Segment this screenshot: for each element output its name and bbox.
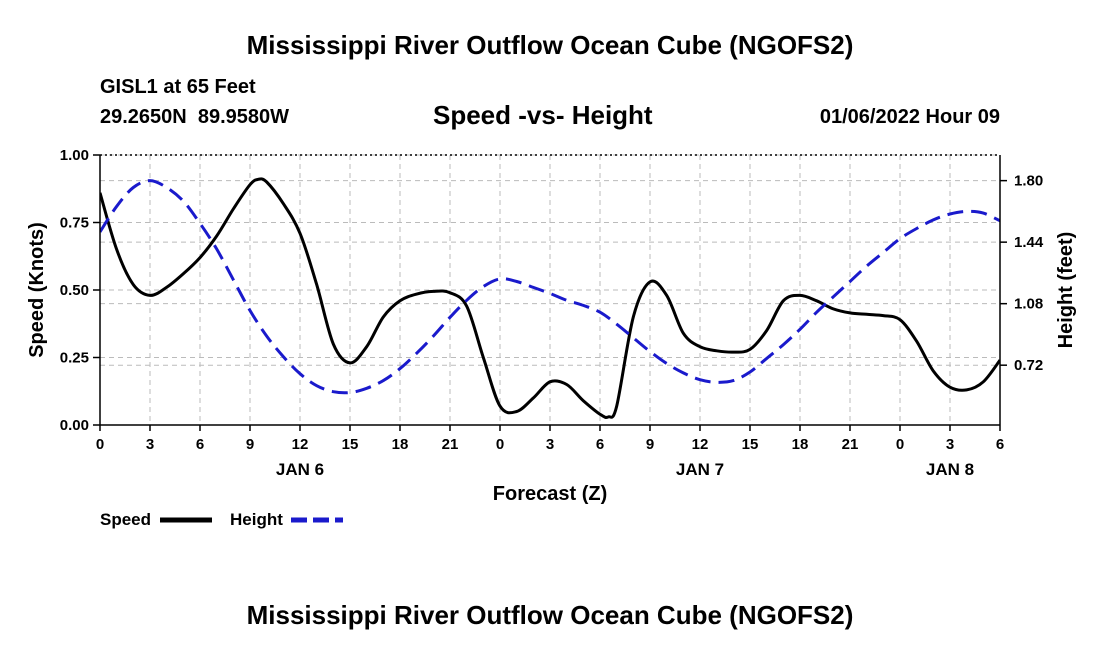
x-tick-label: 3 — [946, 436, 954, 453]
x-tick-label: 15 — [342, 436, 359, 453]
height-series-line — [100, 179, 1000, 395]
y-right-tick-label: 1.80 — [1014, 173, 1043, 190]
x-tick-label: 6 — [596, 436, 604, 453]
x-tick-label: 3 — [146, 436, 154, 453]
x-tick-label: 0 — [896, 436, 904, 453]
forecast-datetime: 01/06/2022 Hour 09 — [819, 106, 1000, 128]
y-tick-label: 0.00 — [60, 417, 89, 434]
y-right-tick-label: 1.08 — [1014, 296, 1043, 313]
x-tick-label: 0 — [96, 436, 104, 453]
x-tick-label: 15 — [742, 436, 759, 453]
date-label: JAN 6 — [276, 460, 324, 479]
chart-subtitle: Speed -vs- Height — [433, 100, 653, 130]
y-right-tick-label: 0.72 — [1014, 357, 1043, 374]
date-label: JAN 7 — [676, 460, 724, 479]
y-tick-label: 0.75 — [60, 215, 89, 232]
x-axis-label: Forecast (Z) — [493, 483, 607, 505]
grid — [99, 154, 1001, 426]
legend: Speed Height — [100, 510, 343, 529]
speed-height-chart: 0 3 6 9 12 15 18 21 0 3 6 9 12 15 18 21 0 3 6 JAN 6 JAN 7 JAN… — [26, 147, 1077, 529]
x-tick-label: 12 — [692, 436, 709, 453]
x-tick-label: 9 — [646, 436, 654, 453]
y-tick-label: 0.50 — [60, 282, 89, 299]
x-tick-label: 18 — [392, 436, 409, 453]
y-tick-label: 0.25 — [60, 350, 89, 367]
y-right-tick-label: 1.44 — [1014, 234, 1044, 251]
page-title: Mississippi River Outflow Ocean Cube (NG… — [246, 30, 854, 60]
x-tick-label: 18 — [792, 436, 809, 453]
y-tick-label: 1.00 — [60, 147, 89, 164]
series-layer — [100, 177, 1000, 419]
station-coordinates: 29.2650N 89.9580W — [100, 106, 290, 128]
y-axis-label: Speed (Knots) — [26, 222, 48, 358]
y-right-axis-label: Height (feet) — [1055, 232, 1077, 349]
speed-series-line — [100, 177, 1000, 419]
axes: 0 3 6 9 12 15 18 21 0 3 6 9 12 15 18 21 0 3 6 JAN 6 JAN 7 JAN… — [26, 147, 1077, 505]
x-tick-label: 6 — [996, 436, 1004, 453]
legend-label-speed: Speed — [100, 510, 151, 529]
x-tick-label: 0 — [496, 436, 504, 453]
x-tick-label: 12 — [292, 436, 309, 453]
x-tick-label: 6 — [196, 436, 204, 453]
x-tick-label: 21 — [842, 436, 859, 453]
footer-title: Mississippi River Outflow Ocean Cube (NG… — [246, 600, 854, 630]
x-tick-label: 21 — [442, 436, 459, 453]
legend-label-height: Height — [230, 510, 283, 529]
station-label: GISL1 at 65 Feet — [100, 76, 256, 98]
x-tick-label: 9 — [246, 436, 254, 453]
date-label: JAN 8 — [926, 460, 974, 479]
x-tick-label: 3 — [546, 436, 554, 453]
